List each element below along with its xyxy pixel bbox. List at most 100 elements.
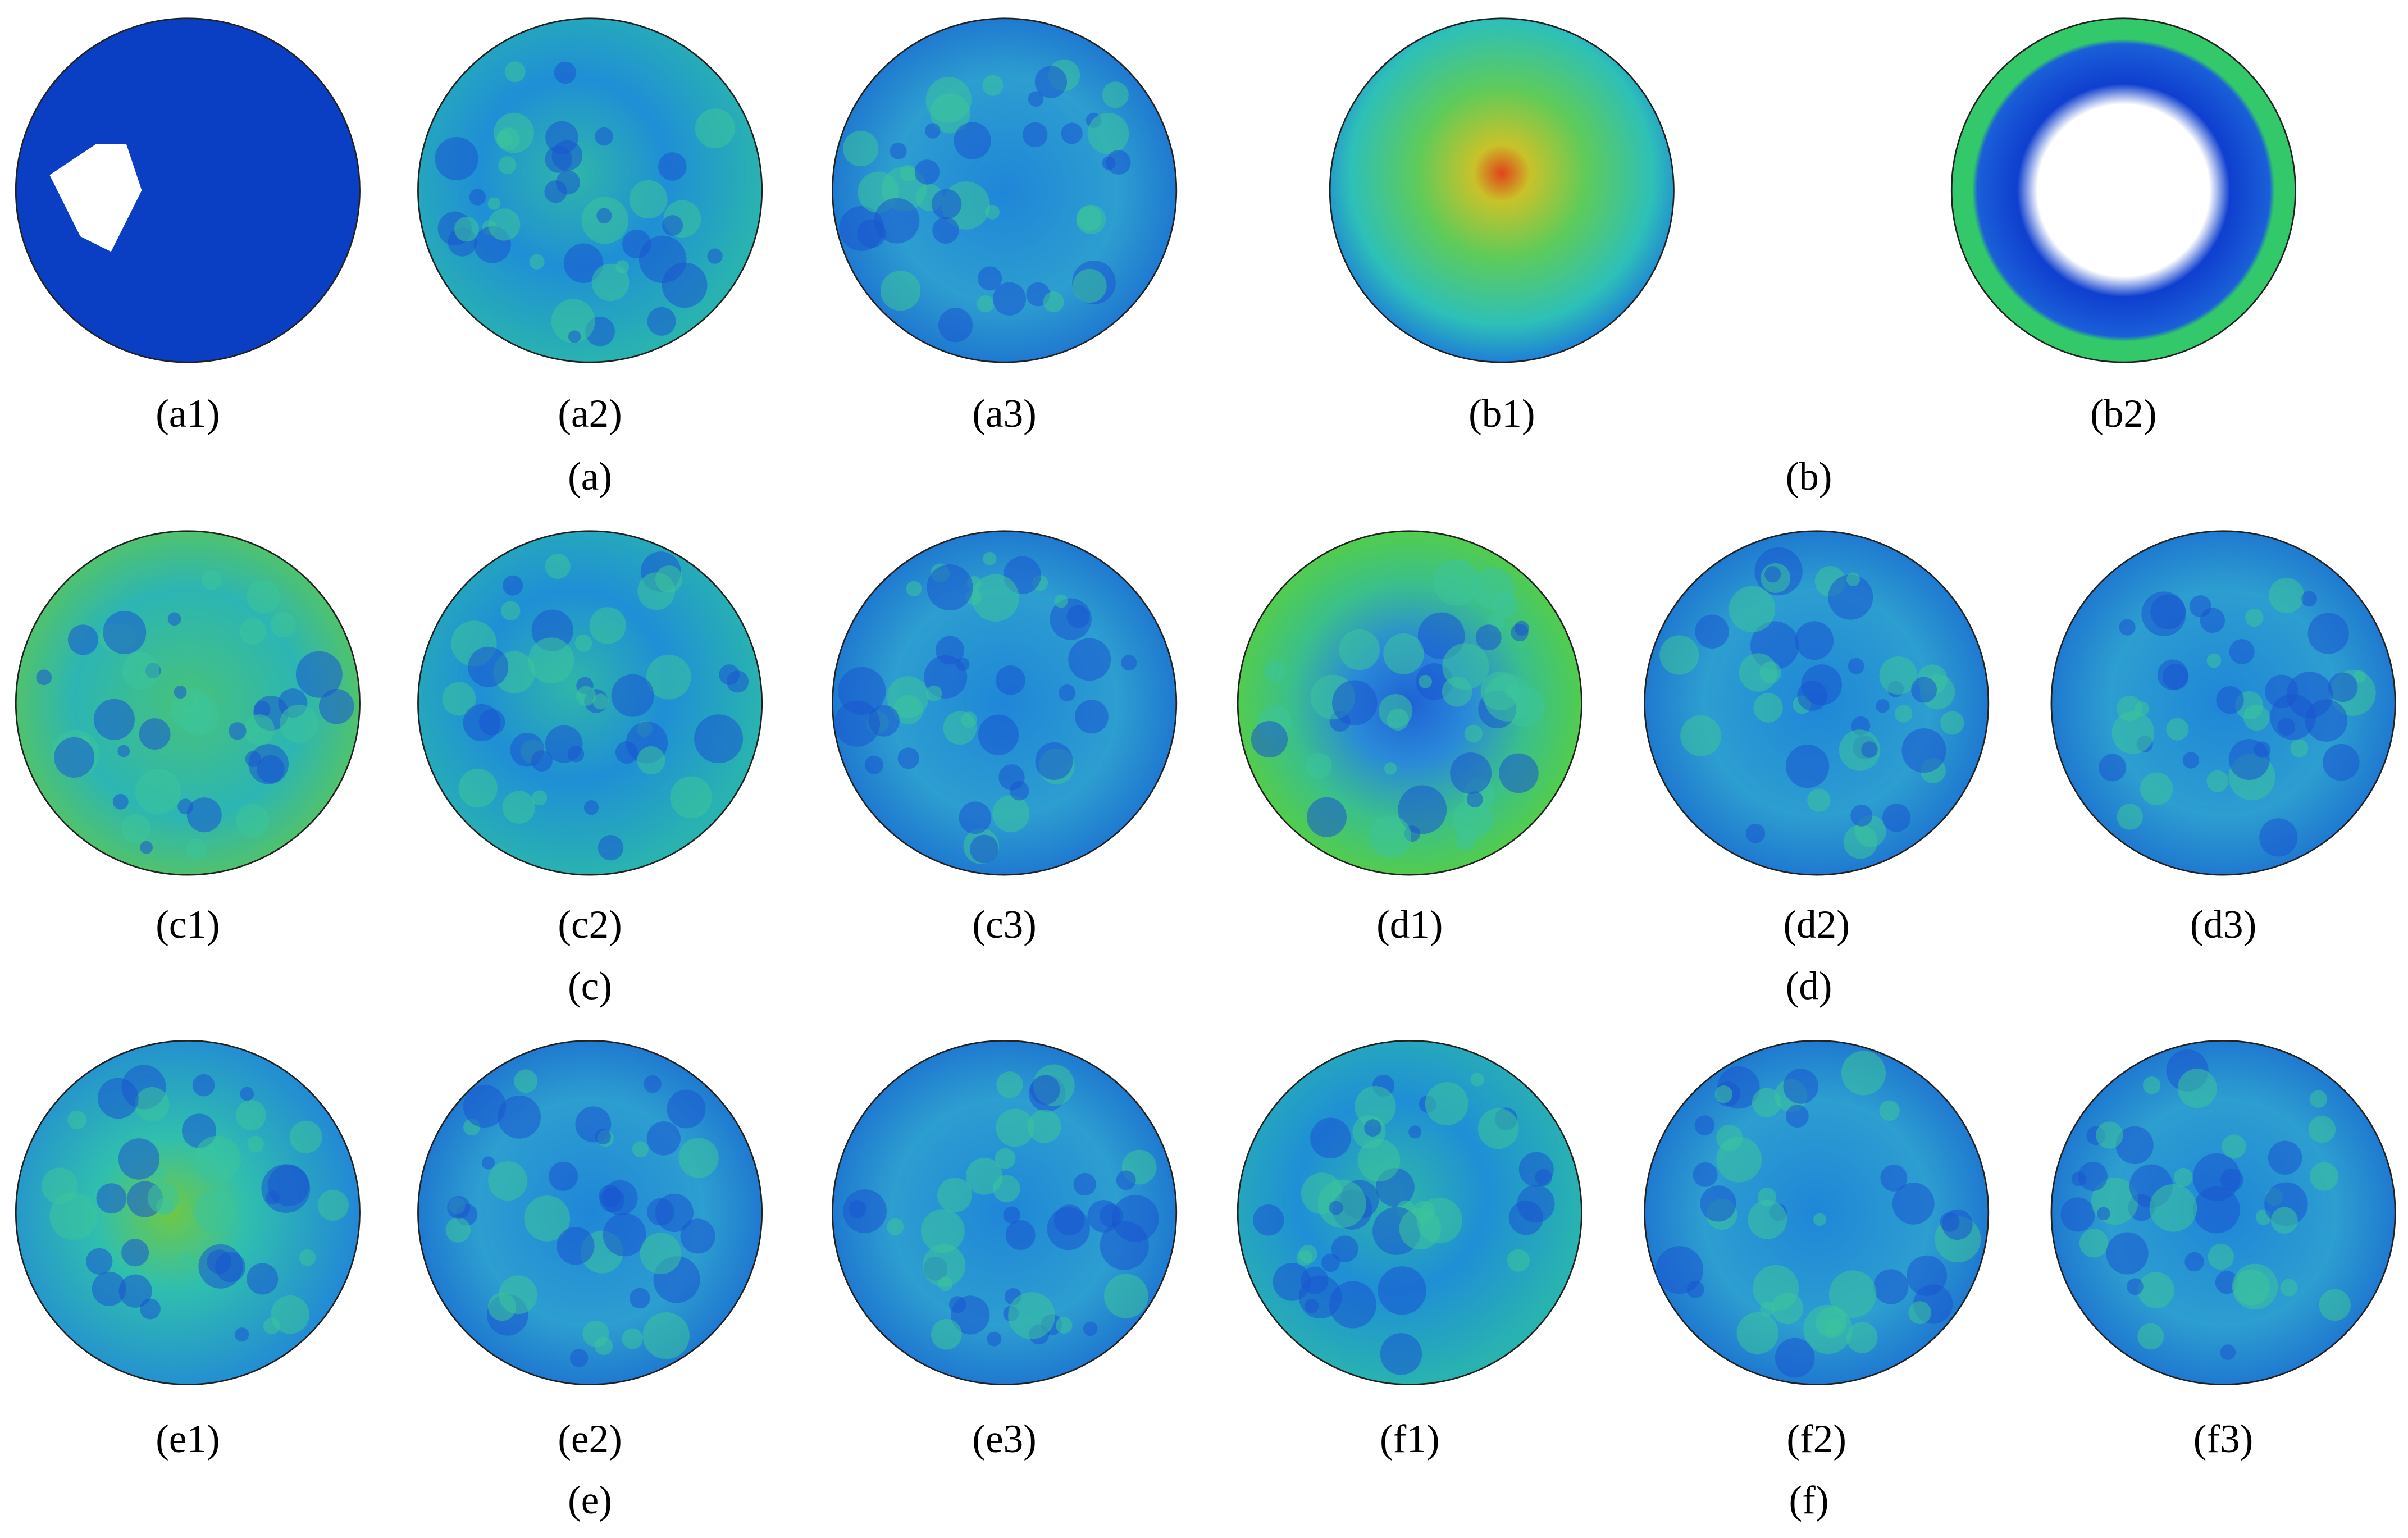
texture-blob	[41, 1167, 78, 1204]
texture-blob	[545, 553, 571, 579]
texture-blob	[2307, 613, 2349, 654]
texture-blob	[596, 208, 612, 223]
texture-blob	[235, 804, 270, 838]
texture-blob	[977, 295, 995, 313]
texture-blob	[1940, 711, 1964, 735]
texture-blob	[1511, 623, 1529, 642]
texture-blob	[2111, 711, 2155, 754]
texture-blob	[1310, 1117, 1351, 1159]
texture-blob	[972, 574, 1019, 622]
panel-label: (b1)	[1468, 392, 1535, 436]
texture-blob	[1380, 1333, 1422, 1375]
texture-blob	[615, 260, 630, 273]
texture-blob	[112, 793, 129, 810]
texture-blob	[658, 152, 687, 181]
texture-blob	[1054, 594, 1068, 608]
texture-blob	[1384, 762, 1397, 775]
texture-blob	[978, 266, 1002, 291]
panel-label: (d1)	[1376, 903, 1443, 947]
texture-blob	[1378, 1266, 1426, 1315]
texture-blob	[1251, 721, 1288, 758]
texture-blob	[1030, 1075, 1060, 1105]
texture-blob	[545, 121, 578, 154]
texture-blob	[567, 745, 585, 763]
texture-blob	[528, 637, 574, 683]
texture-blob	[2106, 1232, 2149, 1275]
texture-blob	[864, 755, 883, 774]
texture-blob	[1408, 1125, 1422, 1139]
panel-label: (f1)	[1380, 1417, 1440, 1461]
texture-blob	[235, 1327, 249, 1342]
texture-blob	[978, 714, 1019, 755]
texture-blob	[1273, 1263, 1311, 1301]
texture-blob	[1882, 804, 1911, 832]
texture-blob	[1795, 621, 1834, 660]
texture-blob	[122, 652, 160, 690]
texture-blob	[1061, 122, 1083, 144]
texture-blob	[1298, 1244, 1317, 1263]
texture-blob	[996, 665, 1025, 695]
texture-blob	[931, 1318, 962, 1350]
texture-blob	[1850, 804, 1873, 827]
texture-blob	[551, 299, 595, 343]
texture-blob	[996, 1071, 1023, 1098]
texture-blob	[694, 714, 744, 764]
texture-blob	[1028, 91, 1044, 107]
panel-label: (a3)	[972, 392, 1036, 436]
texture-blob	[1073, 268, 1107, 303]
texture-blob	[670, 776, 713, 819]
texture-blob	[1861, 741, 1878, 758]
texture-blob	[481, 1156, 495, 1170]
texture-blob	[445, 1217, 471, 1243]
texture-blob	[637, 746, 665, 775]
texture-blob	[1100, 1221, 1149, 1270]
texture-blob	[655, 565, 683, 593]
texture-blob	[2301, 591, 2318, 607]
texture-blob	[1034, 66, 1068, 98]
texture-blob	[510, 732, 545, 767]
texture-blob	[139, 718, 171, 750]
texture-blob	[695, 108, 735, 149]
texture-blob	[1035, 742, 1073, 781]
texture-blob	[1908, 1301, 1932, 1325]
texture-blob	[2216, 686, 2244, 714]
texture-blob	[1839, 729, 1881, 771]
texture-blob	[563, 243, 604, 284]
texture-blob	[1841, 1051, 1886, 1096]
texture-blob	[1880, 1164, 1908, 1192]
texture-blob	[629, 180, 668, 219]
texture-blob	[880, 271, 921, 311]
texture-blob	[299, 1249, 316, 1266]
texture-blob	[1073, 1172, 1096, 1196]
texture-blob	[1714, 1085, 1733, 1103]
texture-blob	[925, 123, 941, 139]
texture-blob	[1433, 559, 1480, 606]
texture-blob	[147, 1182, 180, 1214]
texture-blob	[603, 1213, 646, 1257]
texture-blob	[574, 635, 592, 652]
panel-label: (e2)	[558, 1417, 622, 1461]
texture-blob	[139, 1298, 161, 1320]
texture-blob	[2229, 639, 2255, 664]
texture-blob	[848, 1200, 866, 1218]
texture-blob	[642, 1312, 690, 1359]
texture-blob	[549, 1161, 578, 1191]
texture-blob	[667, 1089, 706, 1129]
texture-blob	[463, 704, 500, 742]
texture-blob	[1694, 1115, 1715, 1136]
texture-blob	[1736, 1312, 1778, 1354]
texture-blob	[598, 835, 624, 861]
panel-label: (d3)	[2190, 903, 2256, 947]
texture-blob	[1504, 684, 1518, 697]
texture-blob	[174, 686, 187, 699]
texture-blob	[842, 130, 879, 167]
texture-blob	[295, 651, 343, 698]
panel-label: (e1)	[156, 1417, 220, 1461]
texture-blob	[1383, 633, 1424, 674]
texture-blob	[2286, 672, 2333, 719]
texture-blob	[1252, 1204, 1284, 1236]
texture-blob	[569, 1349, 589, 1367]
texture-blob	[1477, 1108, 1519, 1149]
texture-blob	[640, 1233, 682, 1275]
texture-blob	[2184, 1252, 2204, 1272]
